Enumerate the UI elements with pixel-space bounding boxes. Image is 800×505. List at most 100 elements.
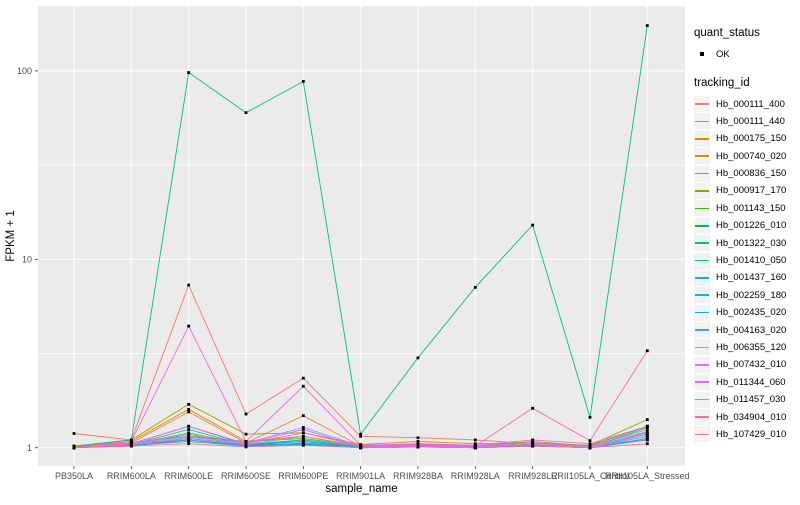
data-point: [301, 437, 305, 440]
data-point: [301, 384, 305, 388]
legend-item-label: Hb_011344_060: [716, 376, 786, 388]
data-point: [72, 444, 76, 448]
data-point: [531, 223, 535, 227]
legend-item-label: Hb_001437_160: [716, 272, 787, 284]
legend-key-swatch: [694, 287, 710, 304]
data-point: [244, 412, 248, 416]
legend-item-label: Hb_000917_170: [716, 185, 787, 197]
legend-item-label: Hb_107429_010: [716, 428, 787, 440]
data-point: [187, 435, 191, 439]
legend-item: Hb_000917_170: [694, 182, 800, 199]
data-point: [187, 410, 191, 414]
legend-title-quant-status: quant_status: [694, 27, 760, 39]
legend-item: Hb_004163_020: [694, 322, 800, 339]
data-point: [187, 442, 191, 446]
legend-item: Hb_000175_150: [694, 130, 800, 147]
data-point: [416, 436, 420, 440]
data-point: [187, 324, 191, 328]
x-tick-label: RRIM600LE: [164, 471, 213, 481]
data-point: [588, 439, 592, 443]
data-point: [244, 111, 248, 115]
legend-item-label: Hb_007432_010: [716, 359, 787, 371]
x-tick-label: RRIM901LA: [336, 471, 385, 481]
data-point: [301, 428, 305, 431]
x-tick-label: RRIM928LA: [451, 471, 500, 481]
legend-tracking-items: Hb_000111_400 Hb_000111_440 Hb_000175_150 H…: [694, 96, 800, 443]
legend-item: Hb_001143_150: [694, 200, 800, 217]
legend-item: Hb_011344_060: [694, 374, 800, 391]
legend-item-label: Hb_000836_150: [716, 168, 787, 180]
legend-item-label: Hb_000740_020: [716, 150, 787, 162]
legend-item-label: Hb_004163_020: [716, 324, 787, 336]
data-point: [359, 432, 363, 436]
data-point: [187, 440, 191, 443]
y-axis-title: FPKM + 1: [5, 210, 17, 261]
legend-item-label: Hb_011457_030: [716, 394, 786, 406]
x-tick-label: RRII105LA_Control: [551, 471, 629, 481]
legend-key-swatch: [694, 339, 710, 356]
x-tick-label: RRIM928BA: [393, 471, 443, 481]
legend-key-swatch: [694, 374, 710, 391]
data-point: [129, 444, 133, 448]
data-point: [588, 442, 592, 446]
x-tick-label: PB350LA: [55, 471, 93, 481]
x-tick-label: RRII105LA_Stressed: [605, 471, 690, 481]
data-point: [301, 438, 305, 442]
data-point: [473, 438, 477, 442]
legend-item-label: Hb_002259_180: [716, 289, 787, 301]
data-point: [301, 426, 305, 429]
data-point: [187, 437, 191, 440]
data-point: [187, 428, 191, 431]
data-point: [301, 443, 305, 447]
legend-item-label: OK: [716, 48, 730, 60]
data-point: [531, 443, 535, 446]
legend-key-swatch: [694, 113, 710, 130]
data-point: [244, 445, 248, 449]
data-point: [301, 414, 305, 418]
legend-item: Hb_001226_010: [694, 217, 800, 234]
legend-item-label: Hb_000175_150: [716, 133, 787, 145]
data-point: [473, 444, 477, 448]
legend-item-label: Hb_001410_050: [716, 255, 787, 267]
data-point: [187, 283, 191, 287]
data-point: [187, 424, 191, 428]
legend-key-swatch: [694, 391, 710, 408]
data-point: [129, 440, 133, 443]
legend-key-swatch: [694, 269, 710, 286]
legend-title-tracking-id: tracking_id: [694, 77, 750, 89]
data-point: [531, 406, 535, 410]
data-point: [645, 349, 649, 353]
data-point: [645, 428, 649, 431]
data-point: [645, 434, 649, 438]
ok-point-icon: [694, 46, 710, 62]
data-point: [187, 402, 191, 406]
data-point: [645, 431, 649, 435]
legend-key-swatch: [694, 304, 710, 321]
legend-key-swatch: [694, 217, 710, 234]
data-point: [473, 446, 477, 450]
data-point: [301, 434, 305, 438]
data-point: [301, 376, 305, 380]
data-point: [187, 407, 191, 411]
y-tick-label: 10: [22, 255, 32, 265]
x-axis-title: sample_name: [325, 483, 397, 495]
data-point: [588, 446, 592, 450]
data-point: [72, 446, 76, 450]
legend-key-swatch: [694, 322, 710, 339]
data-point: [645, 24, 649, 27]
data-point: [187, 71, 191, 74]
y-tick-label: 1: [27, 443, 32, 453]
data-point: [531, 441, 535, 445]
legend-item: Hb_000836_150: [694, 165, 800, 182]
data-point: [359, 446, 363, 450]
data-point: [244, 432, 248, 436]
legend-item-label: Hb_034904_010: [716, 411, 787, 423]
legend-item: Hb_002435_020: [694, 304, 800, 321]
data-point: [187, 438, 191, 442]
data-point: [531, 444, 535, 448]
legend-item-label: Hb_000111_400: [716, 98, 785, 110]
x-tick-label: RRIM600SE: [221, 471, 271, 481]
x-tick-label: RRIM600LA: [107, 471, 156, 481]
data-point: [301, 431, 305, 435]
